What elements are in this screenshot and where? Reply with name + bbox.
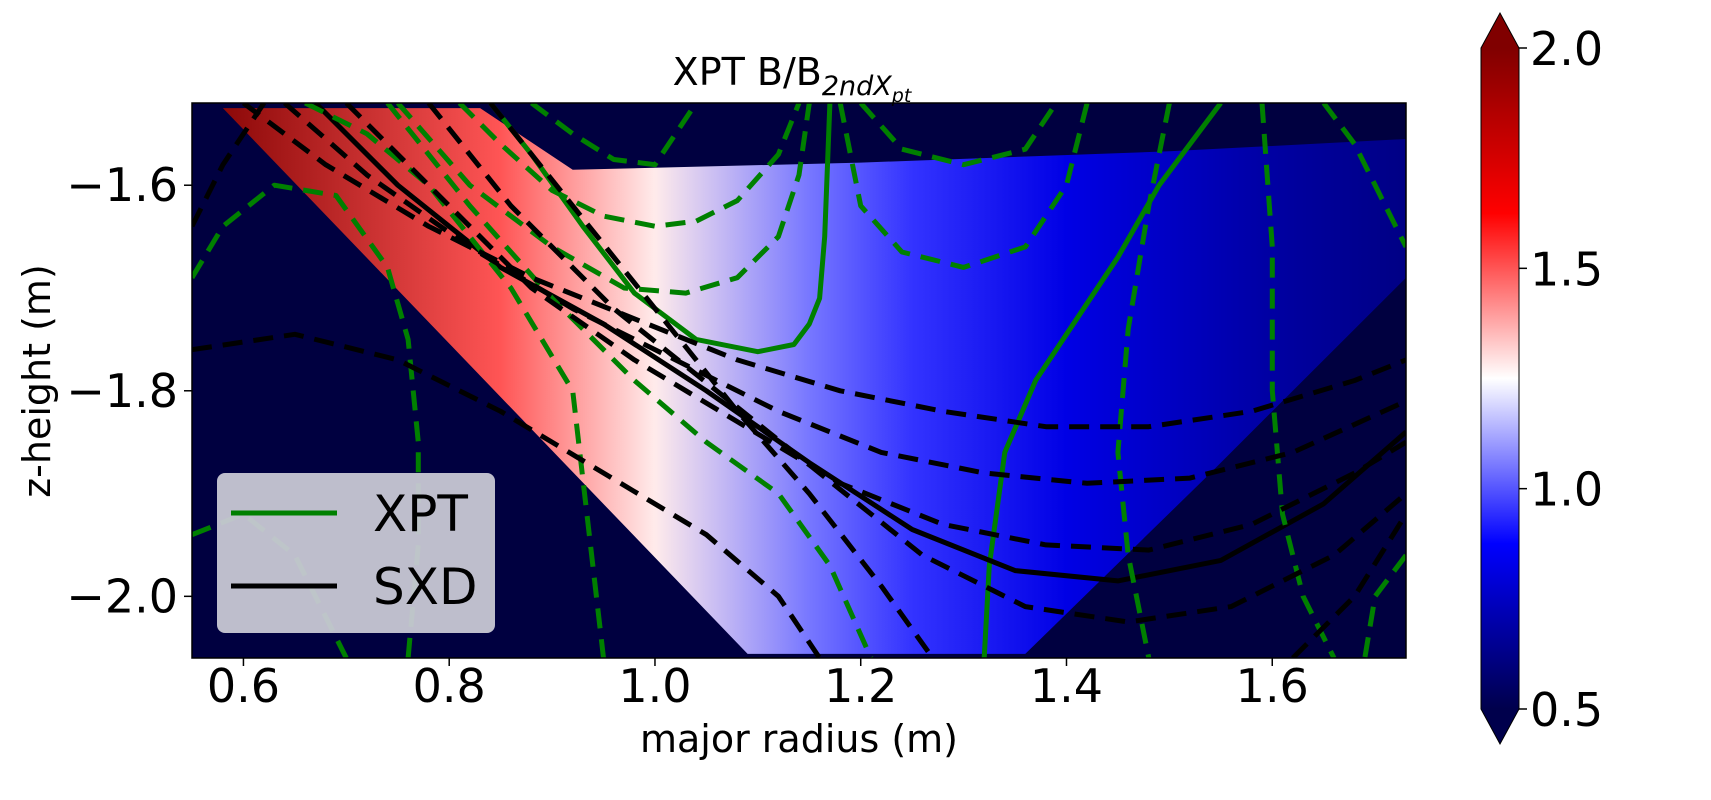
x-tick-label-2: 1.0 [618,659,691,713]
y-axis-label: z-height (m) [15,264,59,498]
series-xpt-dashed-flux-line-5 [192,182,421,658]
colorbar: 0.5 1.0 1.5 2.0 [1480,11,1603,746]
title-subscript-x: X [871,71,892,102]
series-sxd-dashed-flux-line-1 [282,103,1406,486]
x-tick-label-5: 1.6 [1236,659,1309,713]
y-tick-label-1: −1.8 [66,364,178,418]
title-subscript-pt: pt [891,85,913,107]
series-xpt-dashed-flux-line-2 [530,103,699,168]
legend: XPT SXD [217,473,495,633]
series-xpt-dashed-flux-line-10 [1259,103,1337,658]
x-tick-label-1: 0.8 [413,659,486,713]
series-sxd-dashed-flux-line-5 [192,331,822,658]
plot-frame [191,102,1407,659]
series-xpt-dashed-flux-line-0 [457,103,802,229]
series-sxd-dashed-flux-line-3 [426,103,1406,625]
series-xpt-dashed-flux-line-12 [1362,553,1406,658]
title-subscript-base: 2nd [822,71,874,102]
colorbar-upper-extension [1481,13,1519,48]
x-axis-label: major radius (m) [640,717,958,761]
x-tick-label-4: 1.4 [1030,659,1103,713]
series-xpt-dashed-flux-line-3 [837,103,1090,270]
legend-label-sxd: SXD [373,558,478,616]
colorbar-tick-label-3: 2.0 [1530,22,1603,76]
series-xpt-dashed-flux-line-6 [304,103,606,658]
colorbar-tick-label-1: 1.0 [1530,463,1603,517]
colorbar-tick-label-0: 0.5 [1530,683,1603,737]
series-xpt-dashed-flux-line-1 [395,103,812,296]
series-sxd-dashed-flux-line-2 [344,103,1406,553]
x-axis: 0.6 0.8 1.0 1.2 1.4 1.6 [207,658,1309,713]
series-xpt-dashed-flux-line-11 [1321,103,1406,249]
y-tick-label-0: −1.6 [66,158,178,212]
series-xpt-dashed-flux-line-9 [1115,103,1172,658]
x-tick-label-0: 0.6 [207,659,280,713]
x-tick-label-3: 1.2 [824,659,897,713]
y-tick-label-2: −2.0 [66,569,178,623]
contour-lines [192,103,1406,658]
series-xpt-dashed-flux-line-4 [858,103,1059,168]
series-sxd-dashed-flux-line-6 [192,103,267,228]
series-sxd-dashed-flux-line-0 [241,103,1406,430]
series-sxd-dashed-flux-line-4 [488,103,935,658]
legend-label-xpt: XPT [373,485,468,543]
colorbar-lower-extension [1481,709,1519,744]
y-axis: −1.6 −1.8 −2.0 [66,158,192,623]
title-main: XPT B/B [673,50,822,94]
colorbar-ticks: 0.5 1.0 1.5 2.0 [1519,22,1603,737]
chart-title: XPT B/B2ndXpt [673,50,913,107]
colorbar-body [1481,48,1519,709]
colorbar-tick-label-2: 1.5 [1530,242,1603,296]
series-xpt-line-0 [488,103,833,355]
series-xpt-dashed-flux-line-7 [385,103,874,658]
